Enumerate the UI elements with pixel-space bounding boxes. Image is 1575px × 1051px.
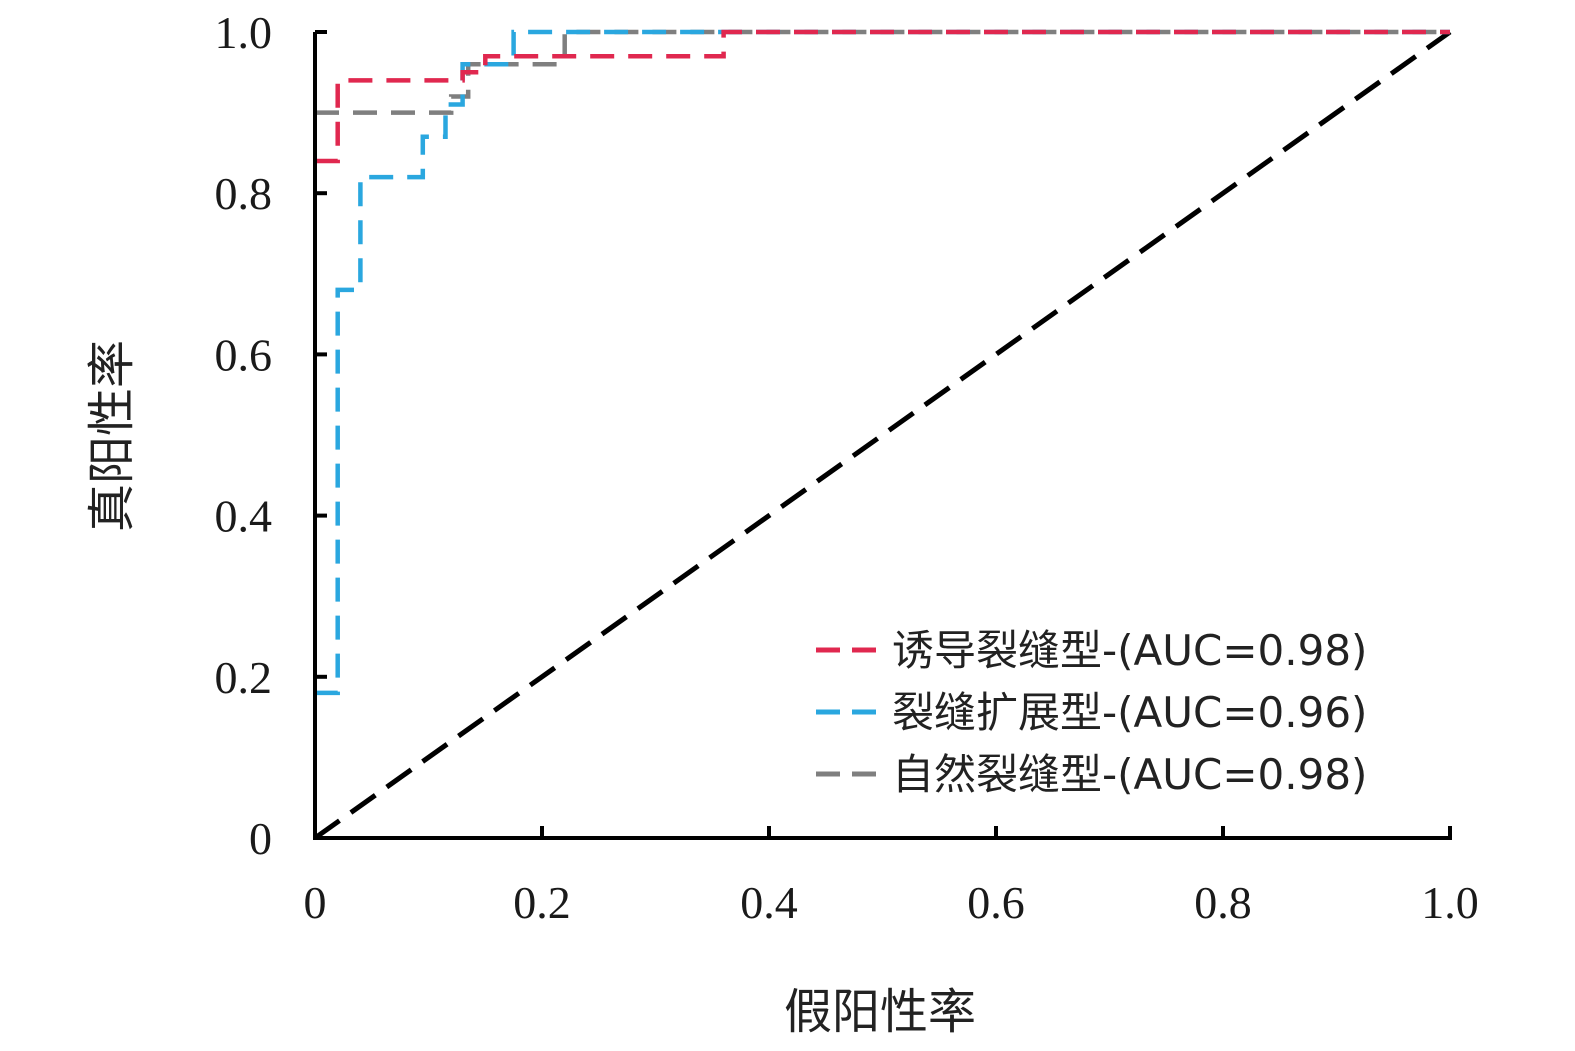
y-tick-label: 1.0 (215, 7, 273, 58)
legend-label-2: 裂缝扩展型-(AUC=0.96) (892, 688, 1367, 737)
y-tick-label: 0 (249, 813, 272, 864)
legend: 诱导裂缝型-(AUC=0.98) 裂缝扩展型-(AUC=0.96) 自然裂缝型-(A… (816, 626, 1367, 799)
y-tick-label: 0.8 (215, 168, 273, 219)
x-tick-label: 0.6 (967, 877, 1025, 928)
y-tick-label: 0.4 (215, 491, 273, 542)
legend-label-3: 自然裂缝型-(AUC=0.98) (892, 750, 1367, 799)
x-ticks: 0 0.2 0.4 0.6 0.8 1.0 (304, 826, 1479, 928)
x-axis-title: 假阳性率 (784, 984, 976, 1040)
y-axis-title: 真阳性率 (84, 340, 140, 532)
x-tick-label: 0.2 (513, 877, 571, 928)
series-line-1 (315, 29, 1450, 164)
axes-layer (313, 32, 1452, 840)
y-tick-label: 0.6 (215, 329, 273, 380)
reference-diagonal-line (313, 29, 1452, 841)
y-tick-label: 0.2 (215, 652, 273, 703)
series-layer (313, 29, 1452, 841)
legend-label-1: 诱导裂缝型-(AUC=0.98) (892, 626, 1367, 675)
x-tick-label: 0.4 (740, 877, 798, 928)
x-tick-label: 1.0 (1421, 877, 1479, 928)
y-ticks: 0 0.2 0.4 0.6 0.8 1.0 (215, 7, 327, 864)
x-tick-label: 0.8 (1194, 877, 1252, 928)
series-line-3 (315, 29, 1450, 115)
x-tick-label: 0 (304, 877, 327, 928)
series-line-2 (315, 29, 1450, 696)
